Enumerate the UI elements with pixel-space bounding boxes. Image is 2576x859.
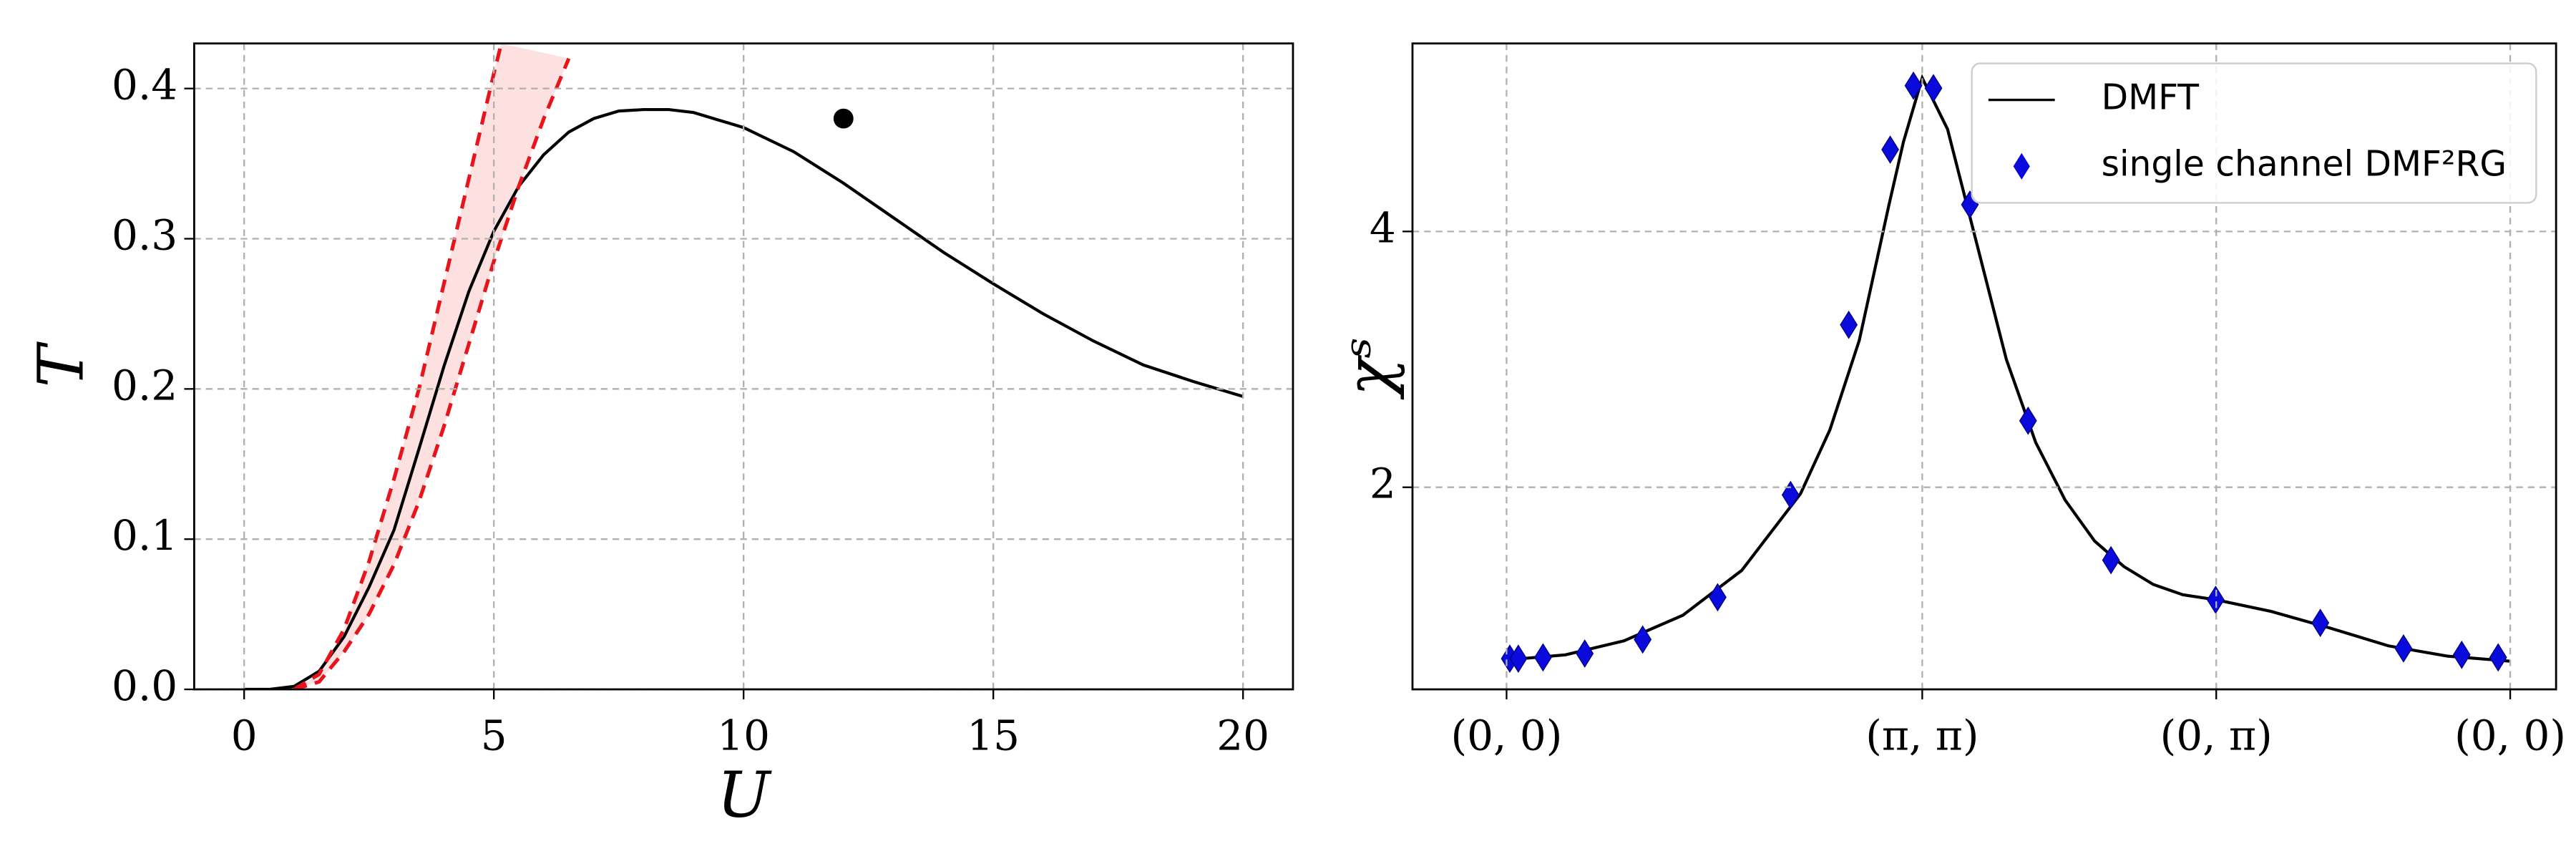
- legend-label: DMFT: [2102, 78, 2200, 118]
- y-tick-label: 0.4: [112, 61, 177, 110]
- y-tick-label: 0.3: [112, 211, 177, 260]
- legend: DMFT single channel DMF²RG: [1971, 62, 2537, 204]
- point: [833, 108, 854, 129]
- y-axis-label: χˢ: [1332, 336, 1405, 400]
- plot-frame: [193, 42, 1294, 691]
- legend-label: single channel DMF²RG: [2102, 144, 2507, 184]
- point: [2102, 545, 2120, 575]
- y-tick-label: 0.1: [112, 511, 177, 560]
- point: [2019, 406, 2037, 435]
- x-tick-label: 10: [717, 712, 770, 760]
- y-tick-label: 0.2: [112, 361, 177, 409]
- x-tick-label: (0, 0): [1451, 712, 1563, 760]
- y-axis-label: T: [24, 341, 98, 387]
- x-tick-label: 20: [1216, 712, 1269, 760]
- shaded-band: [293, 43, 569, 690]
- plot-area: [244, 43, 1244, 690]
- point: [1840, 310, 1858, 339]
- x-tick-label: 5: [481, 712, 507, 760]
- point: [1634, 625, 1652, 654]
- point: [2394, 634, 2413, 663]
- x-tick-label: 0: [231, 712, 258, 760]
- legend-marker: [2013, 152, 2030, 180]
- point: [2489, 643, 2507, 672]
- y-tick-label: 0.0: [112, 661, 177, 710]
- point: [1709, 583, 1727, 612]
- x-axis-label: U: [717, 758, 772, 832]
- plot-frame: [1411, 42, 2557, 691]
- x-tick-label: (π, π): [1865, 712, 1979, 760]
- point: [1509, 644, 1528, 674]
- x-tick-label: (0, π): [2160, 712, 2273, 760]
- x-tick-label: (0, 0): [2454, 712, 2566, 760]
- point: [1576, 639, 1594, 668]
- point: [1533, 643, 1552, 672]
- legend-box: [1971, 62, 2537, 204]
- point: [1924, 74, 1943, 103]
- line: [293, 43, 504, 690]
- point: [2311, 608, 2330, 637]
- x-tick-label: 15: [967, 712, 1020, 760]
- plot-area: [1501, 71, 2511, 674]
- point: [1904, 71, 1923, 100]
- y-tick-label: 2: [1370, 460, 1396, 508]
- point: [1781, 480, 1800, 510]
- point: [2452, 640, 2471, 669]
- y-tick-label: 4: [1370, 203, 1396, 252]
- line: [244, 107, 1244, 690]
- point: [1881, 135, 1900, 164]
- line: [1506, 74, 2511, 663]
